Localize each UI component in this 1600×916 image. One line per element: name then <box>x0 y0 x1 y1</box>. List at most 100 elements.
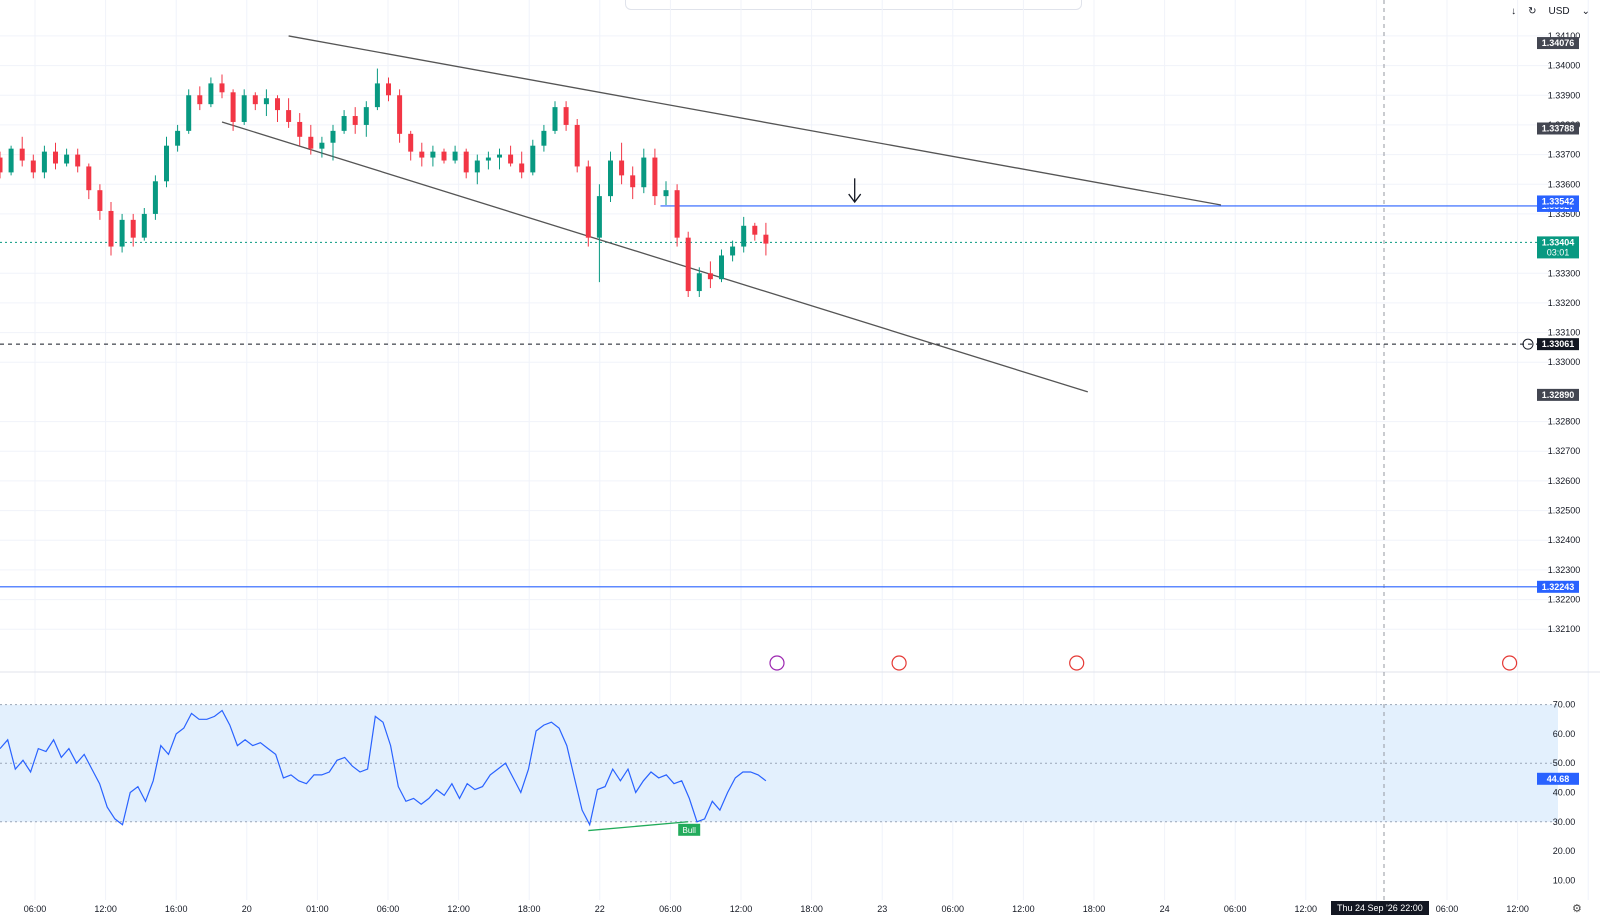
price-tick-label: 1.34000 <box>1548 61 1581 71</box>
candle-body <box>186 95 192 131</box>
time-tick-label: 06:00 <box>1436 904 1459 914</box>
candle-body <box>97 190 103 211</box>
candle-body <box>441 151 447 161</box>
time-tick-label: 18:00 <box>518 904 541 914</box>
time-tick-label: 20 <box>242 904 252 914</box>
candle-body <box>64 154 70 164</box>
gear-icon[interactable]: ⚙ <box>1572 903 1582 915</box>
candle-body <box>707 273 713 280</box>
rsi-line <box>0 709 767 827</box>
candle-body <box>275 98 280 111</box>
candle-body <box>619 160 625 176</box>
candle-body <box>452 151 458 161</box>
current-price-tag <box>1537 236 1579 259</box>
time-tick-label: 06:00 <box>1224 904 1247 914</box>
candle-body <box>730 246 736 256</box>
time-tick-label: 06:00 <box>942 904 965 914</box>
chevron-down-icon[interactable]: ⌄ <box>1581 6 1590 17</box>
candle-body <box>552 107 558 131</box>
time-tick-label: 24 <box>1160 904 1170 914</box>
candle-body <box>164 145 169 182</box>
drawing-toolbar[interactable] <box>625 0 1082 10</box>
candle-body <box>763 234 769 244</box>
rsi-tick-label: 10.00 <box>1553 875 1576 885</box>
price-tick-label: 1.33100 <box>1548 328 1581 338</box>
countdown-label: 03:01 <box>1547 247 1570 257</box>
time-tick-label: 06:00 <box>377 904 400 914</box>
candle-body <box>674 190 680 238</box>
arrow-head <box>848 193 862 204</box>
candle-body <box>86 166 92 191</box>
candle-body <box>719 255 724 280</box>
candle-body <box>530 145 536 173</box>
flag-icon <box>891 655 907 671</box>
candle-body <box>397 95 403 134</box>
candle-body <box>286 110 292 122</box>
candle-body <box>652 157 658 197</box>
support-tag-label: 1.32243 <box>1542 582 1575 592</box>
sync-icon[interactable]: ↻ <box>1528 6 1537 17</box>
candle-body <box>130 219 136 238</box>
price-tag-label: 1.33788 <box>1542 123 1575 133</box>
price-tag <box>1537 388 1579 401</box>
price-tick-label: 1.33700 <box>1548 150 1581 160</box>
candle-body <box>519 163 525 173</box>
price-tick-label: 1.34100 <box>1548 31 1581 41</box>
candle-body <box>497 154 502 158</box>
candle-body <box>319 142 325 149</box>
candle-body <box>0 157 3 173</box>
crosshair-date-label: Thu 24 Sep '26 22:00 <box>1331 901 1429 915</box>
candle-body <box>430 151 436 158</box>
rsi-tick-label: 30.00 <box>1553 817 1576 827</box>
bull-badge <box>678 823 701 836</box>
candle-body <box>630 175 636 188</box>
candle-body <box>141 213 147 238</box>
price-tick-label: 1.32100 <box>1548 624 1581 634</box>
candle-body <box>208 83 214 105</box>
time-tick-label: 18:00 <box>1083 904 1106 914</box>
candle-body <box>230 92 236 122</box>
candle-body <box>574 124 580 167</box>
lightning-icon <box>769 655 785 671</box>
candle-body <box>19 148 25 161</box>
candle-body <box>252 95 258 105</box>
price-tick-label: 1.33000 <box>1548 357 1581 367</box>
us-flag-icon <box>1069 655 1085 671</box>
candle-body <box>363 107 369 125</box>
candle-body <box>341 116 347 131</box>
price-tick-label: 1.32600 <box>1548 476 1581 486</box>
candle-body <box>508 154 514 164</box>
price-tick-label: 1.32400 <box>1548 535 1581 545</box>
candle-body <box>108 210 114 247</box>
time-tick-label: 06:00 <box>659 904 682 914</box>
time-tick-label: 12:00 <box>730 904 753 914</box>
crosshair-plus-icon <box>1522 338 1534 350</box>
price-tick-label: 1.32500 <box>1548 506 1581 516</box>
currency-selector[interactable]: USD <box>1548 6 1570 17</box>
time-tick-label: 12:00 <box>1012 904 1035 914</box>
candle-body <box>330 130 336 143</box>
time-tick-label: 23 <box>877 904 887 914</box>
candle-body <box>408 133 414 152</box>
candle-body <box>541 130 547 146</box>
rsi-tick-label: 70.00 <box>1553 700 1576 710</box>
candle-body <box>608 160 613 197</box>
candle-body <box>75 154 81 167</box>
rsi-band <box>0 704 1558 822</box>
candle-body <box>263 98 269 105</box>
rsi-tick-label: 40.00 <box>1553 788 1576 798</box>
support-tag <box>1537 580 1579 593</box>
channel-line-lower <box>221 121 1088 393</box>
rsi-value-tag <box>1537 772 1579 785</box>
price-tick-label: 1.33900 <box>1548 90 1581 100</box>
candle-body <box>752 225 758 235</box>
price-tick-label: 1.33600 <box>1548 179 1581 189</box>
time-tick-label: 12:00 <box>1506 904 1529 914</box>
bull-badge-label: Bull <box>683 826 697 835</box>
time-tick-label: 12:00 <box>94 904 117 914</box>
candle-body <box>297 121 303 137</box>
candle-body <box>663 190 669 197</box>
download-icon[interactable]: ↓ <box>1511 6 1517 17</box>
